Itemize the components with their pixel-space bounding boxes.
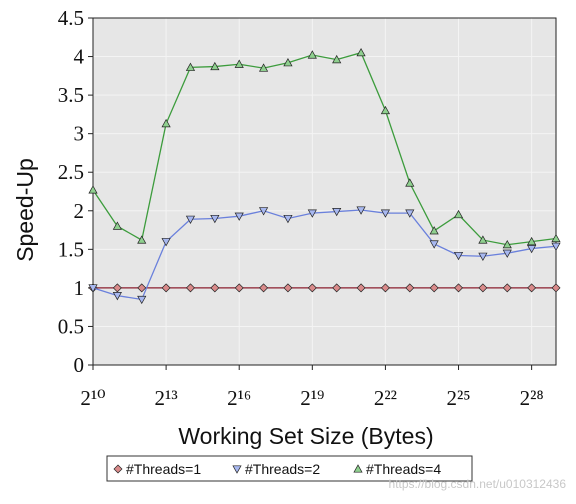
data-point [137,235,147,244]
data-point [137,283,147,293]
data-point [502,249,512,258]
x-tick-label: 2²⁵ [446,386,470,410]
y-tick-label: 1 [74,276,85,300]
y-tick-label: 0 [74,353,85,377]
data-point [185,62,196,71]
data-point [307,50,317,59]
data-point [210,283,220,293]
y-tick-label: 1.5 [58,237,84,261]
data-point [307,209,317,218]
y-tick-label: 0.5 [58,314,84,338]
data-point [258,63,269,72]
data-point [210,214,220,224]
data-point [283,214,293,224]
watermark: https://blog.csdn.net/u010312436 [389,477,567,491]
legend-marker [113,464,123,474]
data-point [551,242,561,251]
data-point [283,283,293,293]
x-tick-label: 2¹⁶ [227,386,251,410]
data-point [454,283,464,293]
x-tick-label: 2²² [374,386,397,410]
legend-label: #Threads=1 [126,461,201,477]
data-point [356,283,366,293]
data-point [112,292,122,301]
data-point [551,283,561,293]
data-point [527,236,537,246]
data-point [380,105,391,115]
data-point [453,209,464,219]
data-point [380,283,390,293]
data-point [307,283,317,293]
data-point [356,47,366,57]
data-point [137,295,147,305]
data-point [502,283,512,293]
y-tick-label: 3.5 [58,83,84,107]
data-point [332,54,342,64]
legend-box [106,455,473,482]
data-point [356,206,366,215]
x-tick-label: 2¹⁹ [300,386,324,410]
data-point [161,118,171,128]
data-point [527,245,537,254]
data-point [478,235,488,244]
y-tick-label: 2.5 [58,160,84,184]
data-point [429,240,439,249]
plot-area [93,18,556,365]
y-tick-label: 3 [74,122,85,146]
data-point [88,185,98,194]
legend-marker [353,464,363,473]
data-point [185,283,195,293]
legend-label: #Threads=4 [366,461,441,477]
data-point [161,283,171,293]
data-point [332,283,342,293]
data-point [258,207,269,216]
data-point [405,209,415,218]
x-tick-label: 2¹³ [155,386,178,410]
data-point [502,239,512,249]
legend-marker [232,465,242,474]
data-point [429,226,439,235]
series-line [92,209,557,301]
series-line [92,51,557,246]
data-point [478,283,488,293]
y-tick-label: 2 [74,199,85,223]
data-point [332,207,342,217]
data-point [234,59,244,68]
data-point [380,209,391,218]
data-point [405,283,415,293]
data-point [112,283,122,293]
data-point [210,61,220,71]
data-point [88,284,98,293]
legend-label: #Threads=2 [245,461,320,477]
data-point [527,283,537,293]
data-point [161,238,171,247]
data-point [234,283,244,293]
data-point [259,283,269,293]
data-point [112,221,122,230]
data-point [405,178,415,187]
data-point [185,215,196,224]
data-point [234,212,244,221]
data-point [551,233,561,243]
y-axis-label: Speed-Up [12,158,38,262]
x-tick-label: 2¹⁰ [80,386,105,410]
data-point [429,283,439,293]
x-axis-label: Working Set Size (Bytes) [178,423,433,449]
data-point [478,252,488,261]
data-point [453,251,464,261]
y-tick-label: 4.5 [58,6,84,30]
data-point [283,58,293,67]
x-tick-label: 2²⁸ [520,386,544,410]
y-tick-label: 4 [74,45,85,69]
